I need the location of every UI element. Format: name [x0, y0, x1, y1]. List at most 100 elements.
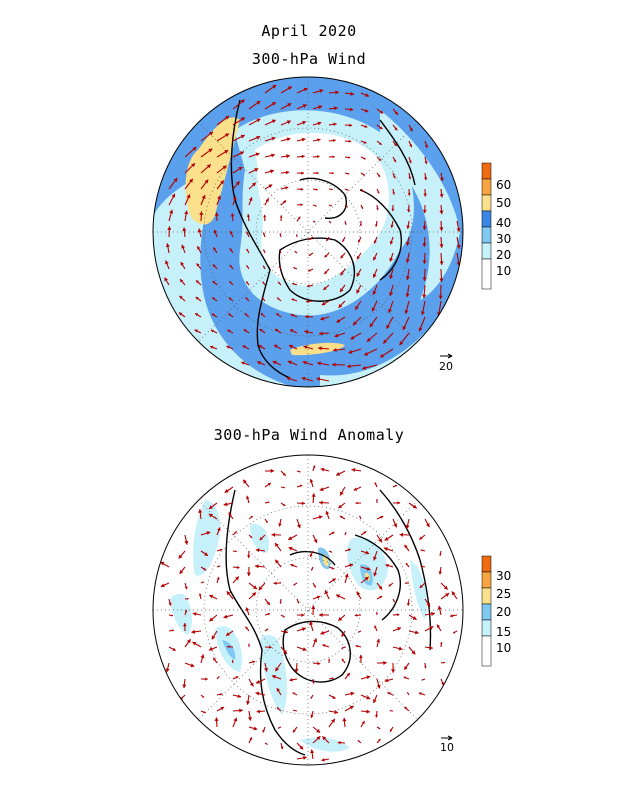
- wind-vector-head: [227, 645, 230, 649]
- wind-vector-head: [398, 646, 403, 651]
- wind-vector-head: [303, 345, 308, 350]
- wind-vector-head: [252, 592, 257, 597]
- wind-vector-head: [414, 630, 419, 635]
- wind-vector-head: [222, 165, 227, 170]
- wind-vector-head: [273, 581, 277, 585]
- wind-vector-head: [196, 263, 200, 267]
- wind-vector-head: [288, 536, 293, 540]
- wind-vector-head: [439, 227, 444, 231]
- wind-vector-head: [228, 297, 232, 300]
- wind-vector-head: [263, 249, 265, 252]
- wind-vector-head: [422, 277, 427, 282]
- wind-vector-head: [301, 137, 306, 142]
- wind-vector-head: [308, 253, 312, 256]
- wind-vector-head: [279, 266, 281, 268]
- wind-vector-head: [394, 111, 398, 115]
- wind-vector-head: [326, 238, 329, 242]
- wind-vector-head: [203, 567, 207, 571]
- wind-vector-head: [331, 531, 335, 535]
- wind-vector-head: [393, 600, 395, 603]
- wind-vector-head: [364, 351, 369, 356]
- wind-vector-head: [293, 583, 296, 586]
- wind-vector-head: [232, 196, 237, 201]
- wind-vector-head: [283, 649, 287, 654]
- wind-vector-head: [197, 228, 202, 233]
- wind-vector-head: [218, 565, 221, 568]
- wind-vector-head: [384, 678, 389, 683]
- wind-vector-head: [408, 176, 412, 180]
- wind-vector-head: [293, 267, 296, 269]
- wind-vector-head: [412, 616, 417, 620]
- wind-vector-head: [334, 333, 339, 338]
- wind-vector-head: [358, 239, 361, 243]
- wind-vector-head: [260, 313, 264, 316]
- wind-vector-head: [378, 727, 381, 729]
- wind-vector-head: [422, 294, 427, 299]
- wind-vector-head: [389, 274, 394, 279]
- wind-vector-head: [393, 175, 396, 179]
- wind-vectors: [164, 84, 461, 382]
- wind-vector-head: [252, 585, 257, 590]
- wind-vector-head: [376, 638, 381, 643]
- wind-vector-head: [319, 487, 324, 492]
- wind-vector-head: [336, 594, 341, 599]
- wind-vector-head: [422, 226, 427, 230]
- wind-vector-head: [202, 581, 204, 583]
- wind-vector-head: [160, 583, 165, 588]
- wind-vector-head: [245, 701, 251, 705]
- wind-vector-head: [405, 276, 410, 280]
- wind-vector-head: [325, 510, 330, 515]
- wind-vector-head: [383, 339, 388, 344]
- wind-vector-head: [383, 547, 388, 552]
- wind-vector-head: [356, 591, 361, 596]
- wind-vector-head: [265, 198, 269, 202]
- wind-vector-head: [211, 313, 215, 317]
- wind-vector-head: [203, 711, 206, 714]
- wind-vector-head: [372, 699, 377, 704]
- wind-vector-head: [319, 331, 323, 336]
- wind-vector-head: [310, 696, 313, 699]
- wind-vector-head: [264, 667, 269, 672]
- wind-vector-head: [406, 602, 411, 606]
- wind-vector-head: [172, 647, 176, 651]
- wind-vector-head: [388, 308, 393, 313]
- wind-vector-head: [229, 281, 232, 284]
- wind-vector-head: [423, 177, 428, 181]
- wind-vector-head: [261, 297, 264, 300]
- wind-vector-head: [182, 227, 187, 232]
- wind-vector-head: [278, 281, 280, 284]
- graticule: [153, 455, 463, 765]
- wind-vector-head: [289, 329, 294, 333]
- wind-vector-head: [276, 688, 281, 692]
- wind-vector-head: [330, 204, 332, 207]
- wind-vector-head: [355, 305, 359, 310]
- wind-vector-head: [169, 209, 174, 214]
- wind-vector-head: [237, 694, 242, 699]
- wind-vector-head: [205, 677, 208, 681]
- wind-vector-head: [283, 200, 287, 204]
- wind-vector-head: [184, 210, 189, 215]
- wind-vector-head: [396, 613, 400, 617]
- wind-vector-head: [179, 569, 184, 574]
- wind-vector-head: [246, 572, 251, 577]
- wind-vector-head: [384, 536, 389, 541]
- anomaly-vectors: [160, 465, 458, 762]
- wind-vector-head: [451, 591, 456, 596]
- wind-vector-head: [320, 467, 325, 472]
- wind-vector-head: [235, 676, 239, 679]
- wind-vector-head: [256, 118, 261, 123]
- wind-vector-head: [164, 277, 169, 282]
- wind-vector-head: [214, 717, 219, 722]
- wind-vector-head: [440, 642, 443, 645]
- wind-vector-head: [300, 203, 303, 207]
- wind-vector-head: [180, 279, 184, 283]
- wind-vector-head: [389, 710, 392, 712]
- wind-vector-head: [314, 221, 316, 223]
- wind-vector-head: [286, 154, 290, 159]
- wind-vector-head: [421, 678, 424, 681]
- wind-vector-head: [315, 188, 318, 191]
- wind-vector-head: [220, 693, 223, 696]
- wind-vector-head: [267, 501, 270, 504]
- wind-vector-head: [194, 329, 198, 333]
- wind-vector-head: [282, 472, 286, 476]
